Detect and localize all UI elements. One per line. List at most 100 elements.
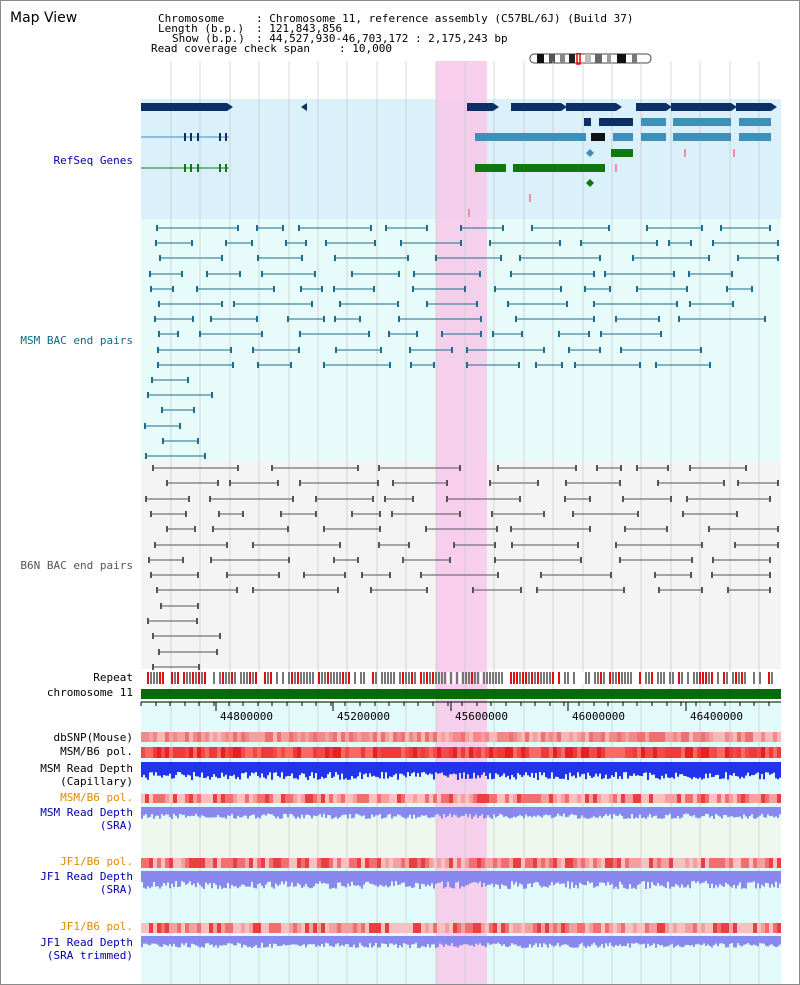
track-label-dbsnp[interactable]: dbSNP(Mouse) [53,731,133,744]
msm-depth-sra-bar [703,807,705,817]
msm-pol2-cell [185,794,189,803]
msm-depth-cap-bar [585,762,587,780]
repeat-block [318,672,320,684]
msm-depth-sra-bar [751,807,753,815]
msm-depth-sra-bar [287,807,289,818]
msm-pol2-cell [681,794,685,803]
repeat-block [396,672,398,684]
msm-depth-sra-bar [465,807,467,814]
msm-depth-sra-bar [175,807,177,816]
track-label-msm-depth-sra-line1[interactable]: MSM Read Depth [40,806,133,819]
repeat-block [537,672,539,684]
jf1-depth-trim-bar [617,936,619,946]
jf1-depth-trim-bar [457,936,459,948]
msm-depth-sra-bar [577,807,579,819]
jf1-depth-trim-bar [723,936,725,945]
dbsnp-cell [469,732,473,742]
msm-depth-cap-bar [435,762,437,773]
jf1-pol2-cell [449,923,453,933]
jf1-pol2-cell [525,923,529,933]
gene-marker [684,149,686,157]
jf1-pol2-cell [233,923,237,933]
msm-bac-track [144,225,779,459]
dbsnp-cell [161,732,165,742]
dbsnp-cell [693,732,697,742]
jf1-depth-bar [631,871,633,889]
track-label-msm-bac[interactable]: MSM BAC end pairs [20,334,133,347]
dbsnp-cell [553,732,557,742]
bac-end-marker [518,362,520,368]
msm-pol2-cell [633,794,637,803]
track-label-msm-pol-2[interactable]: MSM/B6 pol. [60,791,133,804]
msm-depth-sra-bar [665,807,667,815]
msm-depth-sra-bar [583,807,585,818]
msm-pol-cell [361,747,365,758]
track-label-jf1-trim-line1[interactable]: JF1 Read Depth [40,936,133,949]
msm-pol-cell [197,747,201,758]
jf1-pol2-cell [341,923,345,933]
jf1-depth-bar [751,871,753,883]
bac-end-marker [334,316,336,322]
msm-pol2-cell [313,794,317,803]
bac-end-marker [494,542,496,548]
track-label-jf1-pol-2[interactable]: JF1/B6 pol. [60,920,133,933]
jf1-depth-bar [765,871,767,883]
msm-depth-sra-bar [423,807,425,817]
bac-end-marker [194,526,196,532]
msm-pol-cell [149,747,153,758]
jf1-depth-bar [737,871,739,886]
track-label-jf1-pol-1[interactable]: JF1/B6 pol. [60,855,133,868]
repeat-block [747,672,749,684]
track-label-msm-depth-cap-line1[interactable]: MSM Read Depth [40,762,133,775]
jf1-depth-trim-bar [257,936,259,948]
msm-depth-sra-bar [473,807,475,817]
dbsnp-cell [309,732,313,742]
msm-depth-sra-bar [493,807,495,815]
bac-end-marker [637,511,639,517]
jf1-depth-bar [375,871,377,886]
bac-end-marker [670,496,672,502]
jf1-pol-cell [773,858,777,868]
msm-pol2-cell [445,794,449,803]
jf1-depth-trim-bar [649,936,651,947]
msm-pol-cell [645,747,649,758]
jf1-depth-trim-bar [315,936,317,947]
jf1-depth-trim-bar [233,936,235,946]
jf1-pol-cell [373,858,377,868]
jf1-pol2-cell [661,923,665,933]
jf1-depth-trim-bar [449,936,451,946]
track-label-refseq[interactable]: RefSeq Genes [53,154,133,167]
msm-pol-cell [633,747,637,758]
repeat-block [402,672,404,684]
jf1-depth-bar [265,871,267,885]
msm-depth-cap-bar [681,762,683,774]
gene-block [739,133,771,141]
dbsnp-cell [437,732,441,742]
dbsnp-cell [681,732,685,742]
track-label-jf1-depth-line1[interactable]: JF1 Read Depth [40,870,133,883]
jf1-depth-bar [323,871,325,883]
repeat-block [354,672,356,684]
msm-depth-cap-bar [263,762,265,778]
msm-depth-sra-bar [173,807,175,814]
chromosome-ideogram[interactable] [529,53,653,65]
track-label-msm-pol-1[interactable]: MSM/B6 pol. [60,745,133,758]
repeat-block [750,672,752,684]
jf1-pol-cell [437,858,441,868]
bac-end-marker [682,511,684,517]
repeat-block [312,672,314,684]
jf1-depth-bar [515,871,517,883]
jf1-pol-cell [745,858,749,868]
jf1-depth-trim-bar [737,936,739,944]
msm-depth-cap-bar [243,762,245,774]
jf1-depth-trim-bar [355,936,357,948]
bac-end-marker [580,240,582,246]
track-label-repeat[interactable]: Repeat [93,671,133,684]
msm-depth-sra-bar [153,807,155,819]
track-label-b6n-bac[interactable]: B6N BAC end pairs [20,559,133,572]
jf1-depth-bar [493,871,495,887]
jf1-depth-bar [215,871,217,885]
msm-depth-sra-bar [663,807,665,819]
jf1-depth-bar [659,871,661,886]
